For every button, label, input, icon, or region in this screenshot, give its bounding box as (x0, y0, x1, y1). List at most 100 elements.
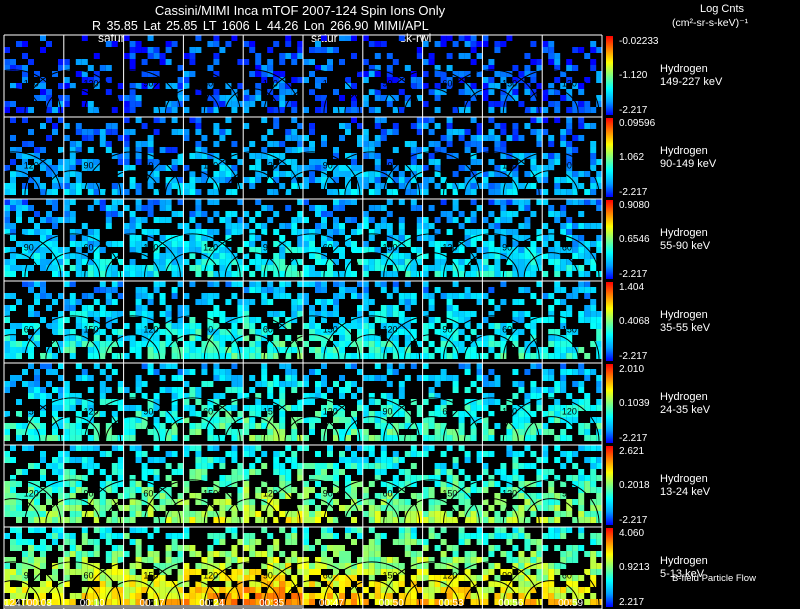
heatmap-cell (482, 229, 489, 235)
heatmap-cell (357, 341, 363, 347)
heatmap-cell (321, 475, 327, 481)
heatmap-cell (249, 469, 256, 475)
heatmap-cell (141, 59, 148, 65)
heatmap-cell (279, 265, 286, 271)
heatmap-cell (333, 353, 339, 359)
heatmap-cell (225, 499, 232, 505)
heatmap-cell (4, 511, 10, 517)
heatmap-cell (249, 271, 256, 277)
heatmap-cell (339, 387, 345, 393)
heatmap-cell (339, 505, 345, 511)
heatmap-cell (578, 469, 585, 475)
heatmap-cell (398, 253, 405, 259)
heatmap-cell (177, 129, 184, 135)
heatmap-cell (273, 575, 280, 581)
heatmap-cell (524, 341, 531, 347)
heatmap-cell (291, 429, 298, 435)
heatmap-cell (135, 457, 142, 463)
heatmap-cell (476, 417, 483, 423)
heatmap-cell (40, 393, 46, 399)
heatmap-cell (105, 451, 112, 457)
heatmap-cell (584, 457, 591, 463)
heatmap-cell (470, 189, 477, 195)
heatmap-cell (410, 329, 417, 335)
heatmap-cell (566, 117, 573, 123)
heatmap-cell (207, 487, 214, 493)
heatmap-cell (404, 241, 411, 247)
heatmap-cell (596, 323, 603, 329)
heatmap-cell (22, 347, 28, 353)
heatmap-cell (554, 189, 561, 195)
heatmap-cell (536, 557, 543, 563)
heatmap-cell (476, 511, 483, 517)
heatmap-cell (207, 411, 214, 417)
heatmap-cell (392, 475, 399, 481)
heatmap-cell (219, 271, 226, 277)
heatmap-cell (524, 533, 531, 539)
heatmap-cell (321, 299, 327, 305)
heatmap-cell (249, 405, 256, 411)
heatmap-cell (177, 89, 184, 95)
heatmap-cell (129, 511, 136, 517)
heatmap-cell (81, 593, 88, 599)
heatmap-cell (596, 177, 603, 183)
heatmap-cell (512, 235, 519, 241)
heatmap-cell (530, 107, 537, 113)
heatmap-cell (464, 517, 471, 523)
heatmap-cell (482, 147, 489, 153)
heatmap-cell (315, 539, 321, 545)
heatmap-cell (434, 563, 441, 569)
heatmap-cell (560, 341, 567, 347)
heatmap-cell (339, 545, 345, 551)
heatmap-cell (566, 189, 573, 195)
heatmap-cell (243, 107, 250, 113)
heatmap-cell (93, 299, 100, 305)
heatmap-cell (458, 241, 465, 247)
heatmap-cell (368, 445, 375, 451)
heatmap-cell (225, 117, 232, 123)
heatmap-cell (297, 241, 304, 247)
heatmap-cell (494, 223, 501, 229)
heatmap-cell (512, 77, 519, 83)
heatmap-cell (333, 199, 339, 205)
heatmap-cell (464, 271, 471, 277)
heatmap-cell (518, 511, 525, 517)
heatmap-cell (422, 475, 429, 481)
heatmap-cell (488, 393, 495, 399)
heatmap-cell (398, 599, 405, 605)
heatmap-cell (578, 199, 585, 205)
heatmap-cell (404, 517, 411, 523)
heatmap-cell (339, 317, 345, 323)
heatmap-cell (46, 575, 52, 581)
heatmap-cell (410, 293, 417, 299)
heatmap-cell (434, 411, 441, 417)
heatmap-cell (165, 147, 172, 153)
heatmap-cell (201, 381, 208, 387)
heatmap-cell (93, 593, 100, 599)
contour-line (0, 252, 41, 277)
heatmap-cell (4, 429, 10, 435)
heatmap-cell (416, 557, 423, 563)
heatmap-cell (482, 35, 489, 41)
heatmap-cell (147, 569, 154, 575)
heatmap-cell (351, 363, 357, 369)
heatmap-cell (285, 35, 292, 41)
heatmap-cell (392, 241, 399, 247)
heatmap-cell (548, 247, 555, 253)
heatmap-cell (135, 375, 142, 381)
heatmap-cell (530, 423, 537, 429)
heatmap-cell (422, 563, 429, 569)
heatmap-cell (261, 323, 268, 329)
heatmap-cell (422, 423, 429, 429)
heatmap-cell (153, 159, 160, 165)
heatmap-cell (225, 177, 232, 183)
heatmap-cell (4, 581, 10, 587)
contour-line (284, 334, 340, 359)
heatmap-cell (362, 177, 369, 183)
heatmap-cell (28, 493, 34, 499)
heatmap-cell (147, 429, 154, 435)
heatmap-cell (75, 189, 82, 195)
heatmap-cell (153, 189, 160, 195)
heatmap-cell (303, 271, 309, 277)
heatmap-cell (279, 259, 286, 265)
